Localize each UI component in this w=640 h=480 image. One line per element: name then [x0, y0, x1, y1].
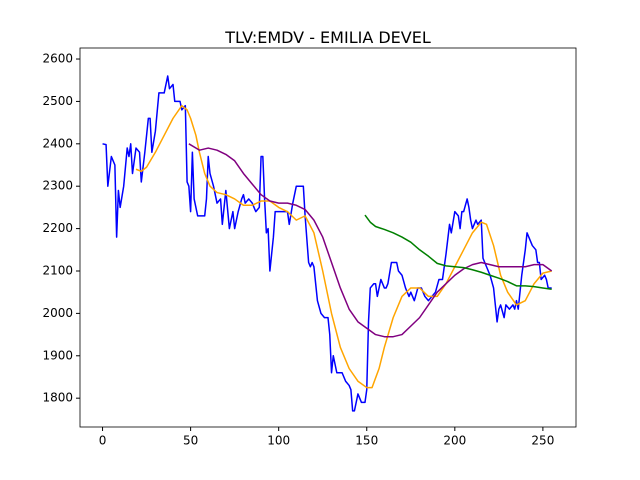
- y-tick-label: 2500: [42, 94, 73, 108]
- x-tick-label: 250: [531, 434, 554, 448]
- y-tick-label: 2200: [42, 221, 73, 235]
- plot-area: [80, 48, 576, 427]
- x-tick-label: 150: [355, 434, 378, 448]
- x-tick-label: 100: [267, 434, 290, 448]
- series-line: [188, 143, 553, 338]
- x-tick-label: 50: [183, 434, 198, 448]
- y-tick-label: 2400: [42, 136, 73, 150]
- x-tick-label: 0: [99, 434, 107, 448]
- y-tick-label: 1900: [42, 348, 73, 362]
- axes-frame: [79, 47, 577, 428]
- y-tick-label: 2000: [42, 306, 73, 320]
- y-tick-label: 2600: [42, 52, 73, 66]
- series-line: [135, 104, 552, 389]
- y-tick-label: 2100: [42, 263, 73, 277]
- y-tick-label: 2300: [42, 179, 73, 193]
- chart-title: TLV:EMDV - EMILIA DEVEL: [224, 28, 431, 47]
- series-line: [102, 75, 552, 412]
- x-tick-label: 200: [443, 434, 466, 448]
- y-tick-label: 1800: [42, 391, 73, 405]
- series-line: [364, 214, 552, 290]
